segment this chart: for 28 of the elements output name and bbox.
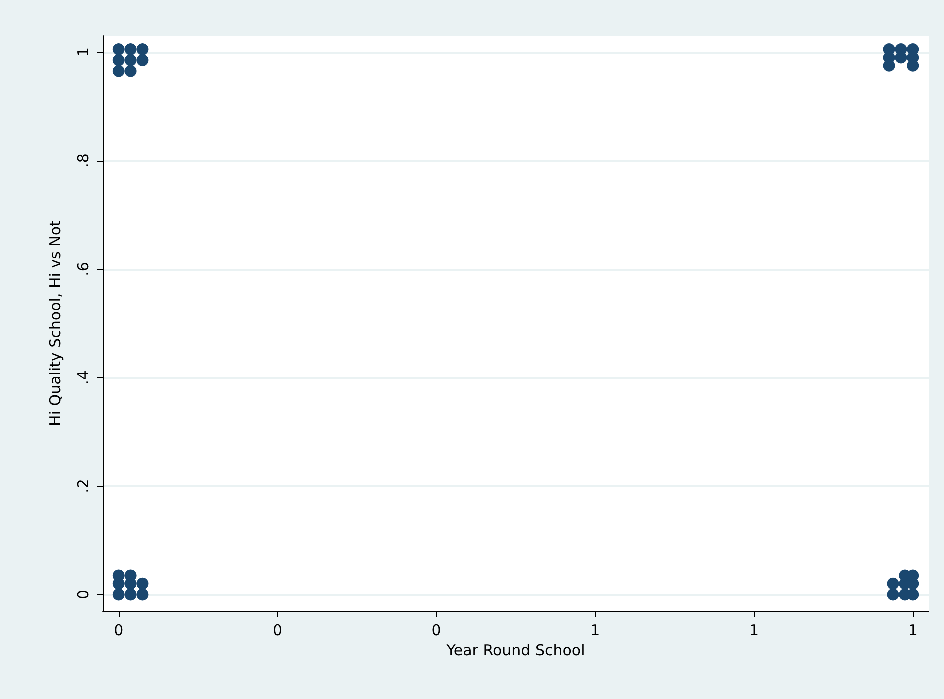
- x-tick-label: 0: [272, 622, 283, 640]
- point: [112, 588, 125, 601]
- point: [887, 578, 900, 590]
- point: [136, 578, 149, 590]
- x-tick-label: 1: [908, 622, 918, 640]
- y-tick-label: .6: [74, 262, 92, 276]
- y-tick-label: .4: [74, 370, 92, 385]
- point: [124, 54, 137, 66]
- y-axis-title: Hi Quality School, Hi vs Not: [46, 220, 64, 426]
- x-tick-label: 1: [749, 622, 760, 640]
- x-tick-label: 0: [432, 622, 442, 640]
- point: [136, 588, 149, 601]
- point: [887, 588, 900, 601]
- point: [136, 44, 149, 56]
- y-tick-label: .2: [74, 479, 92, 494]
- point: [112, 65, 125, 78]
- point: [124, 588, 137, 601]
- point: [112, 44, 125, 56]
- point: [124, 44, 137, 56]
- point: [136, 54, 149, 66]
- x-tick-label: 1: [590, 622, 600, 640]
- point: [112, 54, 125, 66]
- y-tick-label: 0: [74, 590, 92, 600]
- x-tick-label: 0: [114, 622, 124, 640]
- y-tick-label: 1: [74, 48, 92, 58]
- x-axis-title: Year Round School: [446, 642, 586, 660]
- y-tick-label: .8: [74, 154, 92, 168]
- point: [124, 65, 137, 78]
